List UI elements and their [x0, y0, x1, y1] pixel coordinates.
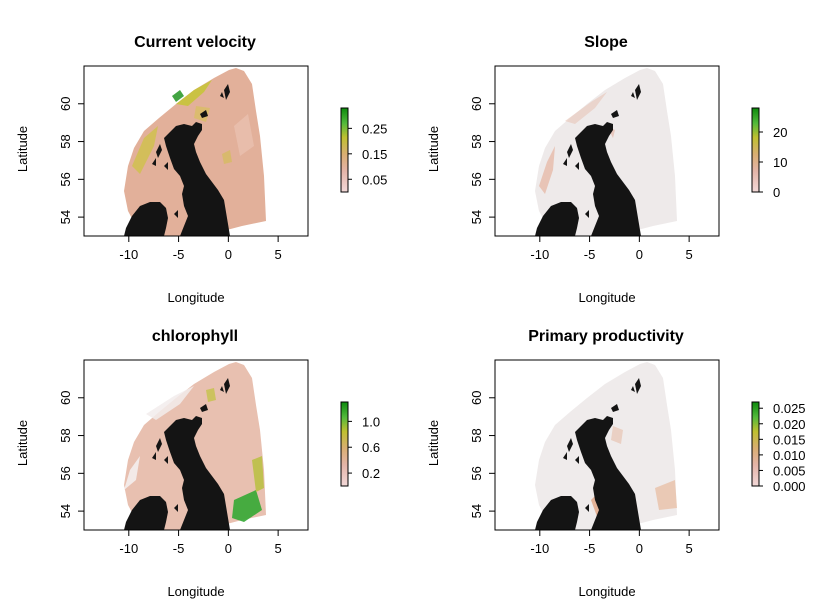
y-tick-label: 58	[469, 134, 484, 148]
legend-tick-label: 0.05	[362, 172, 387, 187]
legend-tick-label: 0.020	[773, 417, 806, 432]
plot-frame	[494, 65, 720, 237]
legend-tick-label: 0	[773, 185, 780, 200]
x-tick-label: 5	[686, 247, 693, 262]
x-tick-label: 0	[225, 541, 232, 556]
y-tick-label: 60	[58, 97, 73, 111]
y-tick-label: 60	[58, 391, 73, 405]
y-tick-label: 60	[469, 391, 484, 405]
legend-colorbar	[340, 107, 349, 193]
x-tick-label: -10	[119, 541, 138, 556]
x-tick-label: 5	[275, 247, 282, 262]
legend-tick-label: 0.005	[773, 463, 806, 478]
y-tick-label: 60	[469, 97, 484, 111]
value-patch	[252, 456, 264, 492]
legend-tick-label: 0.2	[362, 466, 380, 481]
map-panel: chlorophyll -10 -5 0 5 54 56 58 60 Longitude Latit…	[15, 328, 380, 599]
y-tick-label: 54	[469, 210, 484, 224]
x-tick-label: 5	[275, 541, 282, 556]
y-tick-label: 54	[469, 504, 484, 518]
legend-tick-label: 0.025	[773, 401, 806, 416]
y-tick-label: 54	[58, 210, 73, 224]
value-patch	[234, 114, 254, 156]
legend-tick-label: 0.010	[773, 448, 806, 463]
x-tick-label: 0	[636, 541, 643, 556]
y-axis-label: Latitude	[426, 126, 441, 172]
x-axis-label: Longitude	[578, 290, 635, 305]
x-tick-label: -5	[173, 541, 185, 556]
x-tick-label: -5	[584, 247, 596, 262]
x-tick-label: -10	[119, 247, 138, 262]
x-tick-label: -10	[530, 247, 549, 262]
map-panel: Slope -10 -5 0 5 54 56 58 60 Longitude Latitude 0 10…	[426, 34, 787, 305]
y-tick-label: 54	[58, 504, 73, 518]
map-area	[535, 68, 677, 236]
plot-frame	[83, 65, 309, 237]
y-tick-label: 58	[58, 428, 73, 442]
value-patch	[146, 386, 194, 420]
legend-tick-label: 10	[773, 155, 787, 170]
panel-title: chlorophyll	[152, 328, 238, 345]
y-tick-label: 56	[58, 466, 73, 480]
value-patch	[132, 126, 158, 174]
value-patch	[222, 150, 232, 164]
panel-title: Primary productivity	[528, 328, 684, 345]
legend-tick-label: 0.15	[362, 147, 387, 162]
x-axis-label: Longitude	[167, 584, 224, 599]
map-area	[535, 362, 677, 530]
value-patch	[565, 92, 607, 124]
map-panel: Primary productivity -10 -5 0 5 54 56 58 60 Longi…	[426, 328, 806, 599]
plot-frame	[83, 359, 309, 531]
x-tick-label: 5	[686, 541, 693, 556]
x-tick-label: -5	[584, 541, 596, 556]
value-patch	[232, 490, 262, 522]
panel-title: Current velocity	[134, 34, 256, 51]
value-patch	[655, 480, 677, 510]
legend-tick-label: 0.25	[362, 121, 387, 136]
legend-colorbar	[340, 401, 349, 487]
y-axis-label: Latitude	[15, 420, 30, 466]
plot-frame	[494, 359, 720, 531]
x-tick-label: -5	[173, 247, 185, 262]
y-axis-label: Latitude	[15, 126, 30, 172]
x-axis-label: Longitude	[578, 584, 635, 599]
x-tick-label: -10	[530, 541, 549, 556]
panel-title: Slope	[584, 34, 628, 51]
x-axis-label: Longitude	[167, 290, 224, 305]
legend-tick-label: 1.0	[362, 414, 380, 429]
value-patch	[539, 146, 555, 194]
y-tick-label: 56	[469, 466, 484, 480]
value-patch	[176, 80, 212, 106]
y-tick-label: 58	[58, 134, 73, 148]
y-tick-label: 56	[469, 172, 484, 186]
legend-tick-label: 0.6	[362, 440, 380, 455]
map-area	[124, 362, 266, 530]
legend-colorbar	[751, 401, 760, 487]
y-axis-label: Latitude	[426, 420, 441, 466]
value-patch	[124, 456, 140, 490]
legend-tick-label: 0.015	[773, 432, 806, 447]
map-panel: Current velocity -10 -5 0 5 54 56 58 60 Longitude…	[15, 34, 387, 305]
map-area	[124, 68, 266, 236]
value-patch	[611, 426, 623, 444]
legend-colorbar	[751, 107, 760, 193]
x-tick-label: 0	[636, 247, 643, 262]
legend-tick-label: 0.000	[773, 479, 806, 494]
panels: Current velocity -10 -5 0 5 54 56 58 60 Longitude…	[15, 34, 806, 599]
legend-tick-label: 20	[773, 125, 787, 140]
y-tick-label: 56	[58, 172, 73, 186]
y-tick-label: 58	[469, 428, 484, 442]
x-tick-label: 0	[225, 247, 232, 262]
value-patch	[172, 90, 184, 102]
value-patch	[206, 388, 216, 402]
